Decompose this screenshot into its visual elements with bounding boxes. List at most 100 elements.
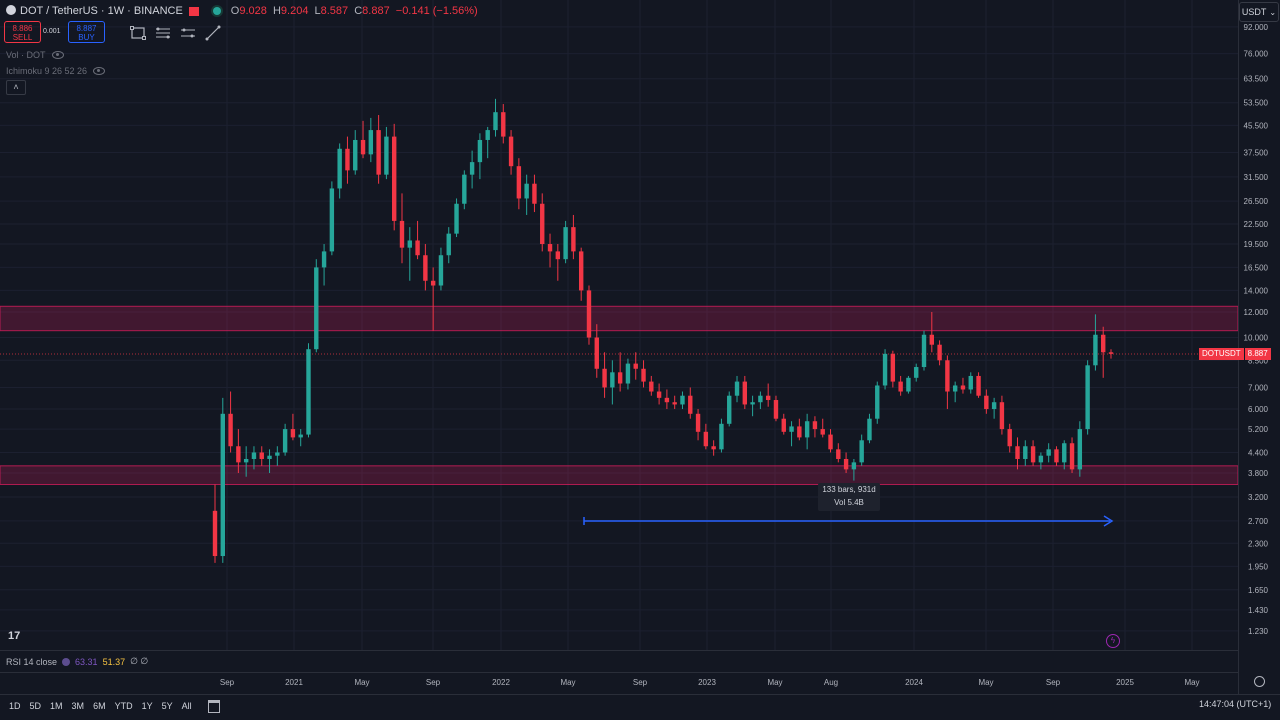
candle-body (563, 227, 568, 260)
clock[interactable]: 14:47:04 (UTC+1) (1199, 699, 1272, 709)
last-price-label: DOTUSDT 8.887 (1199, 348, 1271, 360)
candle-body (524, 183, 529, 199)
trendline-tool-icon[interactable] (204, 25, 222, 41)
candle-body (836, 449, 841, 459)
candle-body (656, 391, 662, 398)
y-tick-label: 3.200 (1248, 493, 1269, 502)
y-tick-label: 1.230 (1248, 627, 1269, 636)
flag-icon[interactable] (188, 6, 199, 16)
sell-button[interactable]: 8.886 SELL (4, 21, 41, 43)
x-tick-label: May (1184, 678, 1199, 687)
rsi-legend[interactable]: RSI 14 close 63.31 51.37 ∅ ∅ (6, 656, 149, 667)
candle-body (306, 349, 311, 435)
candle-body (742, 381, 748, 405)
candle-body (789, 426, 794, 432)
y-tick-label: 6.000 (1248, 405, 1269, 414)
candle-body (929, 334, 934, 345)
candle-body (773, 400, 779, 419)
candle-body (804, 421, 810, 438)
y-tick-label: 76.000 (1244, 50, 1269, 59)
candle-body (516, 166, 522, 199)
candle-body (259, 452, 264, 459)
symbol-header: DOT / TetherUS · 1W · BINANCE O9.028 H9.… (0, 0, 1238, 22)
y-tick-label: 8.500 (1248, 356, 1269, 365)
calendar-icon[interactable] (207, 699, 220, 713)
y-tick-label: 3.800 (1248, 469, 1269, 478)
candle-body (1015, 446, 1020, 459)
candle-body (547, 244, 553, 252)
range-5y-button[interactable]: 5Y (161, 701, 173, 711)
y-tick-label: 1.430 (1248, 606, 1269, 615)
candle-body (298, 434, 303, 438)
candle-body (898, 381, 903, 392)
symbol-title[interactable]: DOT / TetherUS · 1W · BINANCE (20, 5, 183, 17)
range-5d-button[interactable]: 5D (29, 701, 42, 711)
range-6m-button[interactable]: 6M (93, 701, 106, 711)
candle-body (438, 255, 444, 286)
rectangle-tool-icon[interactable] (129, 25, 147, 41)
candle-body (945, 360, 950, 392)
range-1y-button[interactable]: 1Y (141, 701, 153, 711)
parallel-channel-tool-icon[interactable] (179, 25, 197, 41)
candle-body (1046, 449, 1051, 456)
candle-body (734, 381, 740, 396)
candle-body (610, 372, 615, 388)
collapse-legend-button[interactable]: ˄ (6, 80, 26, 95)
candle-body (345, 148, 350, 171)
eye-icon[interactable] (93, 67, 106, 75)
candle-body (1069, 443, 1075, 470)
candle-body (937, 344, 942, 361)
candle-body (991, 402, 997, 410)
candle-body (758, 395, 763, 403)
candle-body (220, 413, 225, 557)
candle-body (952, 385, 958, 392)
candle-body (664, 397, 670, 403)
candle-body (750, 402, 755, 405)
range-ytd-button[interactable]: YTD (114, 701, 133, 711)
time-axis-separator (0, 672, 1238, 673)
range-all-button[interactable]: All (181, 701, 192, 711)
candle-body (469, 162, 475, 175)
candle-body (781, 418, 786, 432)
currency-select[interactable]: USDT ⌄ (1239, 2, 1279, 22)
buy-button[interactable]: 8.887 BUY (68, 21, 105, 43)
y-tick-label: 26.500 (1244, 197, 1269, 206)
range-1d-button[interactable]: 1D (9, 701, 21, 711)
candle-body (430, 280, 436, 286)
ohlc-values: O9.028 H9.204 L8.587 C8.887 −0.141 (−1.5… (230, 5, 478, 17)
candle-body (641, 368, 646, 382)
y-tick-label: 92.000 (1244, 23, 1269, 32)
candle-body (960, 385, 966, 390)
y-tick-label: 5.200 (1248, 425, 1269, 434)
measure-arrow (583, 515, 1114, 527)
y-tick-label: 1.950 (1248, 562, 1269, 571)
candle-body (890, 353, 896, 382)
candle-body (423, 255, 428, 281)
price-axis: 92.000 76.000 63.500 53.500 45.500 37.500 31.5… (1244, 23, 1269, 636)
x-tick-label: Sep (1046, 678, 1061, 687)
eye-icon[interactable] (51, 51, 64, 59)
candle-body (968, 375, 973, 390)
settings-gear-icon[interactable] (1254, 676, 1265, 687)
candle-body (882, 353, 888, 386)
range-3m-button[interactable]: 3M (71, 701, 85, 711)
x-tick-label: 2024 (905, 678, 923, 687)
candle-body (508, 136, 514, 167)
candle-body (446, 233, 451, 256)
fib-retracement-tool-icon[interactable] (154, 25, 172, 41)
candle-body (1030, 446, 1036, 463)
candle-body (290, 429, 296, 438)
x-tick-label: 2022 (492, 678, 510, 687)
volume-indicator-legend[interactable]: Vol · DOT (6, 50, 64, 60)
range-1m-button[interactable]: 1M (50, 701, 63, 711)
symbol-logo-icon[interactable] (6, 5, 16, 15)
lightning-icon[interactable]: ϟ (1106, 634, 1120, 648)
candle-body (672, 402, 677, 405)
candle-body (532, 183, 537, 204)
measure-arrowhead (1103, 515, 1114, 527)
candle-body (1093, 334, 1098, 366)
ichimoku-indicator-legend[interactable]: Ichimoku 9 26 52 26 (6, 66, 106, 76)
tradingview-logo-icon[interactable]: 17 (8, 630, 21, 642)
zone-support (0, 465, 1239, 486)
